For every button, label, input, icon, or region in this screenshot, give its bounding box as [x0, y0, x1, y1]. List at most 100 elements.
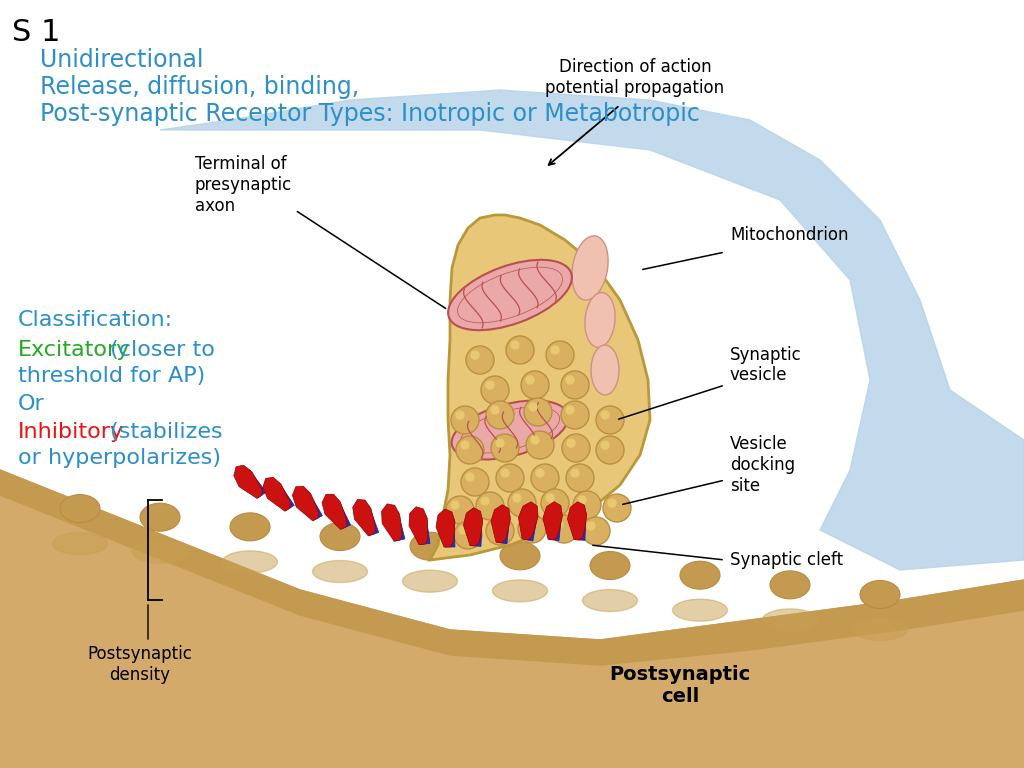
- Ellipse shape: [518, 515, 546, 543]
- Ellipse shape: [853, 618, 907, 641]
- Ellipse shape: [546, 341, 574, 369]
- Ellipse shape: [582, 517, 610, 545]
- Polygon shape: [549, 511, 562, 541]
- Polygon shape: [233, 465, 262, 498]
- Ellipse shape: [536, 469, 544, 477]
- Ellipse shape: [763, 609, 817, 631]
- Ellipse shape: [608, 499, 616, 507]
- Ellipse shape: [573, 491, 601, 519]
- Polygon shape: [160, 90, 1024, 570]
- Text: threshold for AP): threshold for AP): [18, 366, 205, 386]
- Polygon shape: [497, 515, 510, 544]
- Polygon shape: [301, 492, 323, 521]
- Ellipse shape: [585, 293, 615, 347]
- Text: S 1: S 1: [12, 18, 60, 47]
- Ellipse shape: [459, 526, 467, 534]
- Polygon shape: [361, 506, 379, 535]
- Ellipse shape: [561, 371, 589, 399]
- Text: Mitochondrion: Mitochondrion: [730, 226, 849, 244]
- Ellipse shape: [511, 341, 519, 349]
- Polygon shape: [523, 511, 538, 541]
- Ellipse shape: [456, 411, 464, 419]
- Ellipse shape: [524, 398, 552, 426]
- Ellipse shape: [481, 376, 509, 404]
- Ellipse shape: [490, 434, 519, 462]
- Ellipse shape: [521, 371, 549, 399]
- Ellipse shape: [486, 401, 514, 429]
- Ellipse shape: [531, 464, 559, 492]
- Ellipse shape: [596, 436, 624, 464]
- Polygon shape: [322, 495, 347, 529]
- Ellipse shape: [486, 517, 514, 545]
- Polygon shape: [471, 518, 482, 546]
- Ellipse shape: [673, 599, 727, 621]
- Ellipse shape: [578, 496, 586, 504]
- Ellipse shape: [601, 411, 609, 419]
- Ellipse shape: [481, 497, 489, 505]
- Ellipse shape: [461, 441, 469, 449]
- Polygon shape: [575, 511, 586, 541]
- Ellipse shape: [561, 401, 589, 429]
- Ellipse shape: [555, 520, 563, 528]
- Ellipse shape: [587, 522, 595, 530]
- Ellipse shape: [402, 570, 458, 592]
- Text: Excitatory: Excitatory: [18, 340, 130, 360]
- Text: (stabilizes: (stabilizes: [103, 422, 222, 442]
- Polygon shape: [445, 519, 455, 547]
- Ellipse shape: [562, 434, 590, 462]
- Ellipse shape: [523, 520, 531, 528]
- Ellipse shape: [446, 496, 474, 524]
- Ellipse shape: [529, 403, 537, 411]
- Ellipse shape: [230, 513, 270, 541]
- Polygon shape: [352, 499, 376, 536]
- Ellipse shape: [456, 436, 484, 464]
- Ellipse shape: [410, 532, 450, 560]
- Ellipse shape: [596, 406, 624, 434]
- Text: Release, diffusion, binding,: Release, diffusion, binding,: [40, 75, 359, 99]
- Polygon shape: [331, 500, 350, 529]
- Ellipse shape: [500, 542, 540, 570]
- Polygon shape: [382, 504, 402, 541]
- Ellipse shape: [591, 345, 618, 395]
- Ellipse shape: [454, 521, 482, 549]
- Ellipse shape: [770, 571, 810, 599]
- Text: Unidirectional: Unidirectional: [40, 48, 204, 72]
- Ellipse shape: [508, 489, 536, 517]
- Polygon shape: [0, 470, 1024, 665]
- Ellipse shape: [531, 436, 539, 444]
- Text: or hyperpolarizes): or hyperpolarizes): [18, 448, 221, 468]
- Polygon shape: [243, 470, 266, 498]
- Ellipse shape: [566, 406, 574, 414]
- Ellipse shape: [132, 541, 187, 563]
- Ellipse shape: [312, 561, 368, 582]
- Text: Inhibitory: Inhibitory: [18, 422, 124, 442]
- Polygon shape: [518, 502, 538, 540]
- Ellipse shape: [513, 494, 521, 502]
- Ellipse shape: [60, 495, 100, 522]
- Ellipse shape: [471, 351, 479, 359]
- Text: Synaptic
vesicle: Synaptic vesicle: [730, 346, 802, 385]
- Text: Vesicle
docking
site: Vesicle docking site: [730, 435, 795, 495]
- Ellipse shape: [680, 561, 720, 589]
- Polygon shape: [390, 511, 404, 541]
- Polygon shape: [0, 470, 1024, 768]
- Polygon shape: [567, 502, 587, 540]
- Polygon shape: [418, 516, 430, 545]
- Ellipse shape: [546, 494, 554, 502]
- Ellipse shape: [466, 346, 494, 374]
- Ellipse shape: [551, 346, 559, 354]
- Text: Classification:: Classification:: [18, 310, 173, 330]
- Ellipse shape: [461, 468, 489, 496]
- Ellipse shape: [449, 260, 571, 330]
- Ellipse shape: [571, 236, 608, 300]
- Ellipse shape: [319, 522, 360, 551]
- Text: (closer to: (closer to: [103, 340, 215, 360]
- Text: Synaptic cleft: Synaptic cleft: [730, 551, 843, 569]
- Ellipse shape: [476, 492, 504, 520]
- Polygon shape: [430, 215, 650, 560]
- Text: Terminal of
presynaptic
axon: Terminal of presynaptic axon: [195, 155, 292, 214]
- Ellipse shape: [566, 464, 594, 492]
- Ellipse shape: [571, 469, 579, 477]
- Ellipse shape: [550, 515, 578, 543]
- Ellipse shape: [496, 439, 504, 447]
